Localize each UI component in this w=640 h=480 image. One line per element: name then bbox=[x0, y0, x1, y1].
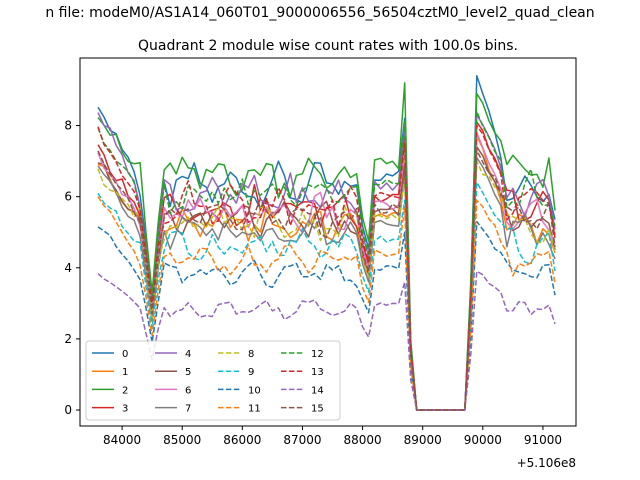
series-line-5 bbox=[97, 146, 556, 411]
legend-label-14: 14 bbox=[311, 385, 324, 396]
legend-label-3: 3 bbox=[122, 404, 128, 415]
legend-label-12: 12 bbox=[311, 349, 324, 360]
series-line-2 bbox=[97, 82, 556, 411]
y-tick-label: 6 bbox=[64, 190, 72, 204]
series-line-11 bbox=[97, 196, 556, 411]
legend-label-13: 13 bbox=[311, 367, 324, 378]
plot-frame bbox=[79, 57, 577, 427]
legend-label-2: 2 bbox=[122, 385, 128, 396]
legend-label-7: 7 bbox=[185, 404, 191, 415]
x-tick-label: 85000 bbox=[163, 433, 201, 447]
x-tick-label: 84000 bbox=[103, 433, 141, 447]
series-line-8 bbox=[97, 160, 556, 411]
x-tick-label: 89000 bbox=[404, 433, 442, 447]
x-tick-label: 88000 bbox=[343, 433, 381, 447]
legend-label-9: 9 bbox=[248, 367, 254, 378]
x-tick-label: 90000 bbox=[464, 433, 502, 447]
series-line-14 bbox=[97, 270, 556, 411]
y-tick-label: 4 bbox=[64, 261, 72, 275]
y-axis: 0 2 4 6 8 bbox=[64, 119, 80, 417]
legend-label-1: 1 bbox=[122, 367, 128, 378]
legend-frame bbox=[85, 340, 341, 421]
series-line-9 bbox=[97, 181, 556, 411]
x-tick-label: 86000 bbox=[223, 433, 261, 447]
series-line-13 bbox=[97, 124, 556, 411]
legend-label-5: 5 bbox=[185, 367, 191, 378]
legend-label-8: 8 bbox=[248, 349, 254, 360]
figure-suptitle: n file: modeM0/AS1A14_060T01_9000006556_… bbox=[45, 5, 594, 21]
x-tick-label: 87000 bbox=[283, 433, 321, 447]
y-tick-label: 8 bbox=[64, 119, 72, 133]
series-layer bbox=[97, 75, 556, 411]
series-line-7 bbox=[97, 156, 556, 411]
x-tick-label: 91000 bbox=[524, 433, 562, 447]
legend-label-15: 15 bbox=[311, 404, 324, 415]
series-line-15 bbox=[97, 149, 556, 411]
legend-label-11: 11 bbox=[248, 404, 261, 415]
series-line-10 bbox=[97, 220, 556, 411]
y-tick-label: 2 bbox=[64, 332, 72, 346]
series-line-12 bbox=[97, 110, 556, 411]
legend-label-10: 10 bbox=[248, 385, 261, 396]
y-tick-label: 0 bbox=[64, 403, 72, 417]
series-line-0 bbox=[97, 75, 556, 411]
x-offset-label: +5.106e8 bbox=[517, 456, 576, 470]
legend-label-4: 4 bbox=[185, 349, 191, 360]
chart-title: Quadrant 2 module wise count rates with … bbox=[138, 38, 518, 54]
series-line-6 bbox=[97, 131, 556, 411]
legend-label-6: 6 bbox=[185, 385, 191, 396]
legend-label-0: 0 bbox=[122, 349, 128, 360]
x-axis: 84000 85000 86000 87000 88000 89000 90000 91000 bbox=[103, 426, 562, 447]
